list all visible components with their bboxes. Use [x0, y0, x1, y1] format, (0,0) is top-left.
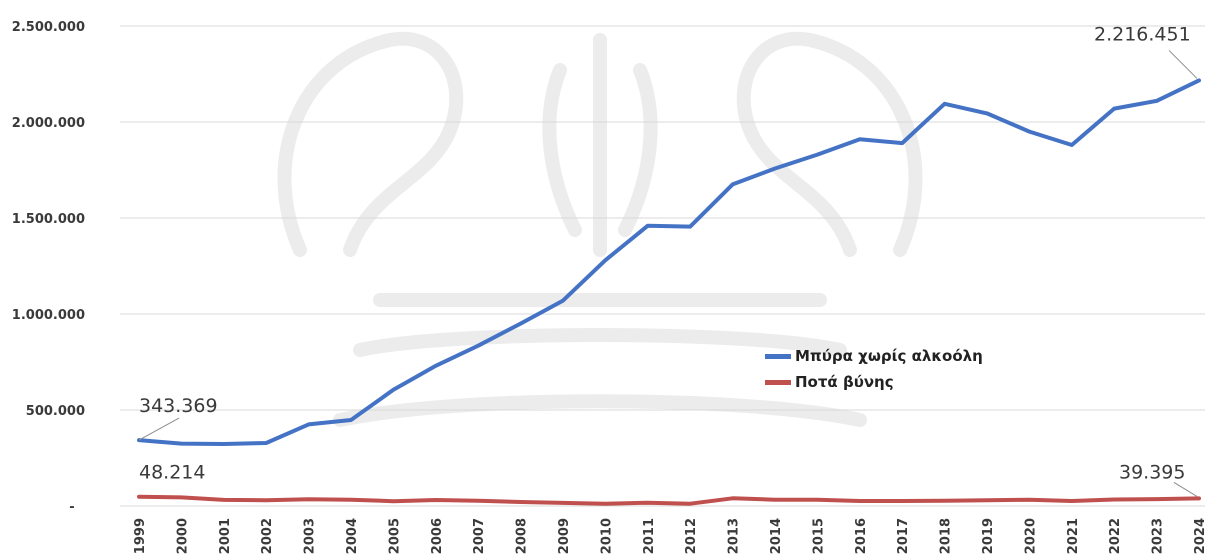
x-tick-label: 2001	[218, 518, 233, 554]
watermark-emblem	[277, 31, 923, 427]
series-line-1	[137, 494, 1201, 506]
x-tick-label: 2014	[769, 518, 784, 554]
y-tick-label: 2.000.000	[12, 116, 85, 131]
series-lines	[137, 78, 1201, 506]
x-tick-label: 2011	[642, 518, 657, 554]
x-tick-label: 2017	[896, 518, 911, 554]
x-tick-label: 2006	[430, 518, 445, 554]
x-tick-label: 2000	[175, 518, 190, 554]
grid-lines	[120, 25, 1205, 507]
x-tick-label: 2016	[854, 518, 869, 554]
x-tick-label: 2015	[811, 518, 826, 554]
x-tick-label: 2012	[684, 518, 699, 554]
x-tick-label: 2019	[981, 518, 996, 554]
x-tick-label: 2009	[557, 518, 572, 554]
x-tick-label: 2007	[472, 518, 487, 554]
x-tick-label: 2013	[727, 518, 742, 554]
legend-label: Ποτά βύνης	[795, 373, 894, 391]
x-tick-label: 2005	[387, 518, 402, 554]
x-tick-label: 2002	[260, 518, 275, 554]
x-tick-label: 2023	[1151, 518, 1166, 554]
legend: Μπύρα χωρίς αλκοόλη Ποτά βύνης	[765, 347, 983, 391]
data-label: 2.216.451	[1094, 23, 1191, 45]
data-label-leader	[1173, 482, 1198, 497]
x-tick-label: 2022	[1108, 518, 1123, 554]
y-tick-label: 1.000.000	[12, 308, 85, 323]
x-tick-label: 2008	[515, 518, 530, 554]
y-tick-label: 500.000	[26, 404, 85, 419]
y-tick-label: 1.500.000	[12, 212, 85, 227]
x-tick-label: 1999	[133, 518, 148, 554]
data-label-leader	[138, 417, 180, 441]
data-label: 39.395	[1119, 461, 1185, 483]
series-line-0	[137, 78, 1201, 446]
y-axis-ticks: 2.500.000 2.000.000 1.500.000 1.000.000 500.…	[12, 20, 85, 515]
x-tick-label: 2004	[345, 518, 360, 554]
data-labels: 343.369 2.216.451 48.214 39.395	[138, 23, 1198, 497]
y-tick-label: -	[69, 500, 74, 515]
legend-label: Μπύρα χωρίς αλκοόλη	[795, 347, 983, 365]
x-axis-ticks: 1999 2000 2001 2002 2003 2004 2005 2006 2007 2008…	[133, 518, 1208, 554]
legend-swatch	[765, 354, 791, 359]
x-tick-label: 2018	[939, 518, 954, 554]
y-tick-label: 2.500.000	[12, 20, 85, 35]
x-tick-label: 2003	[303, 518, 318, 554]
data-label: 343.369	[139, 395, 218, 417]
x-tick-label: 2024	[1193, 518, 1208, 554]
x-tick-label: 2010	[599, 518, 614, 554]
data-label-leader	[1168, 50, 1198, 79]
legend-swatch	[765, 380, 791, 385]
data-label: 48.214	[139, 462, 205, 484]
x-tick-label: 2020	[1023, 518, 1038, 554]
x-tick-label: 2021	[1066, 518, 1081, 554]
